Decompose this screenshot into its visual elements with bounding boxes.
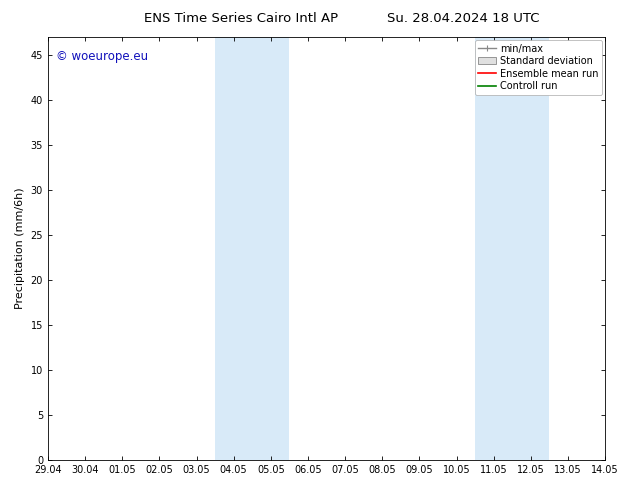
- Y-axis label: Precipitation (mm/6h): Precipitation (mm/6h): [15, 188, 25, 309]
- Bar: [475, 37, 550, 460]
- Text: ENS Time Series Cairo Intl AP: ENS Time Series Cairo Intl AP: [144, 12, 338, 25]
- Text: Su. 28.04.2024 18 UTC: Su. 28.04.2024 18 UTC: [387, 12, 539, 25]
- Bar: [215, 37, 289, 460]
- Legend: min/max, Standard deviation, Ensemble mean run, Controll run: min/max, Standard deviation, Ensemble me…: [475, 40, 602, 95]
- Text: © woeurope.eu: © woeurope.eu: [56, 50, 148, 63]
